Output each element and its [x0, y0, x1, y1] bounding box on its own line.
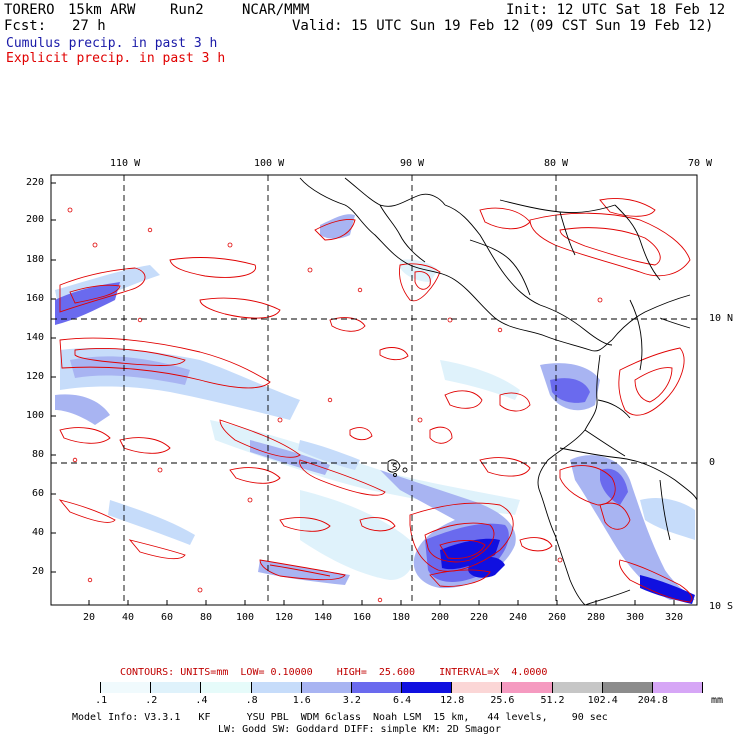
lon-label-70w: 70 W	[688, 158, 713, 169]
x-tick-label: 260	[548, 612, 567, 623]
colorbar-label: 12.8	[440, 695, 465, 706]
x-tick-label: 80	[200, 612, 213, 623]
y-tick-label: 40	[32, 527, 45, 538]
colorbar-swatch	[602, 682, 653, 693]
galapagos-islands	[387, 459, 408, 477]
colorbar-swatch	[201, 682, 252, 693]
graticule	[51, 175, 697, 605]
x-tick-label: 240	[509, 612, 528, 623]
axis-ticks	[51, 182, 675, 605]
y-tick-label: 80	[32, 449, 45, 460]
legend-cumulus: Cumulus precip. in past 3 h	[6, 36, 218, 51]
y-tick-label: 100	[26, 410, 45, 421]
colorbar-swatch	[452, 682, 503, 693]
y-tick-label: 20	[32, 566, 45, 577]
org-label: NCAR/MMM	[242, 2, 310, 18]
physics-info: LW: Godd SW: Goddard DIFF: simple KM: 2D…	[218, 724, 501, 735]
forecast-hours: 27 h	[72, 18, 106, 34]
colorbar-swatch	[101, 682, 152, 693]
cumulus-precip-shading	[55, 214, 695, 604]
colorbar-unit: mm	[711, 695, 724, 706]
model-name: TORERO	[4, 2, 55, 18]
y-tick-label: 220	[26, 177, 45, 188]
lat-label-10s: 10 S	[709, 601, 734, 612]
x-tick-label: 120	[275, 612, 294, 623]
x-tick-label: 20	[83, 612, 96, 623]
colorbar-swatch	[502, 682, 553, 693]
station-marker: S	[392, 463, 397, 473]
colorbar-label: .1	[95, 695, 108, 706]
lon-label-100w: 100 W	[254, 158, 285, 169]
colorbar-swatch	[251, 682, 302, 693]
x-tick-label: 160	[353, 612, 372, 623]
colorbar-swatch	[402, 682, 453, 693]
contour-info: CONTOURS: UNITS=mm LOW= 0.10000 HIGH= 25…	[120, 667, 548, 678]
x-tick-label: 280	[587, 612, 606, 623]
x-tick-label: 180	[392, 612, 411, 623]
y-tick-label: 180	[26, 254, 45, 265]
colorbar-swatch	[51, 682, 102, 693]
colorbar-label: 51.2	[540, 695, 565, 706]
y-tick-label: 120	[26, 371, 45, 382]
x-tick-label: 40	[122, 612, 135, 623]
explicit-precip-contours	[58, 198, 693, 603]
x-tick-label: 60	[161, 612, 174, 623]
run-label: Run2	[170, 2, 204, 18]
colorbar-swatch	[151, 682, 202, 693]
y-tick-label: 200	[26, 214, 45, 225]
colorbar-label: 204.8	[637, 695, 668, 706]
colorbar-label: .8	[245, 695, 258, 706]
colorbar-label: 6.4	[393, 695, 412, 706]
x-tick-label: 300	[626, 612, 645, 623]
x-tick-label: 140	[314, 612, 333, 623]
colorbar-label: 1.6	[292, 695, 311, 706]
y-tick-label: 160	[26, 293, 45, 304]
model-info: Model Info: V3.3.1 KF YSU PBL WDM 6class…	[72, 712, 608, 723]
x-tick-label: 200	[431, 612, 450, 623]
x-tick-label: 320	[665, 612, 684, 623]
forecast-label: Fcst:	[4, 18, 47, 34]
colorbar-label: 3.2	[342, 695, 361, 706]
colorbar-label: 102.4	[587, 695, 618, 706]
coastlines	[299, 177, 697, 605]
colorbar-swatch	[301, 682, 352, 693]
lon-label-90w: 90 W	[400, 158, 425, 169]
plot-frame	[50, 174, 698, 606]
resolution-label: 15km ARW	[68, 2, 136, 18]
colorbar-label: .4	[195, 695, 208, 706]
lat-label-0: 0	[709, 457, 716, 468]
explicit-precip-specks	[67, 207, 603, 603]
legend-explicit: Explicit precip. in past 3 h	[6, 51, 226, 66]
lon-label-80w: 80 W	[544, 158, 569, 169]
x-tick-label: 220	[470, 612, 489, 623]
lon-label-110w: 110 W	[110, 158, 141, 169]
colorbar-swatch	[351, 682, 403, 693]
init-time: Init: 12 UTC Sat 18 Feb 12	[506, 2, 726, 18]
x-tick-label: 100	[236, 612, 255, 623]
colorbar-label: .2	[145, 695, 158, 706]
valid-time: Valid: 15 UTC Sun 19 Feb 12 (09 CST Sun …	[292, 18, 714, 34]
colorbar-label: 25.6	[490, 695, 515, 706]
colorbar-swatch	[552, 682, 603, 693]
y-tick-label: 140	[26, 332, 45, 343]
y-tick-label: 60	[32, 488, 45, 499]
lat-label-10n: 10 N	[709, 313, 734, 324]
colorbar-swatch	[652, 682, 703, 693]
